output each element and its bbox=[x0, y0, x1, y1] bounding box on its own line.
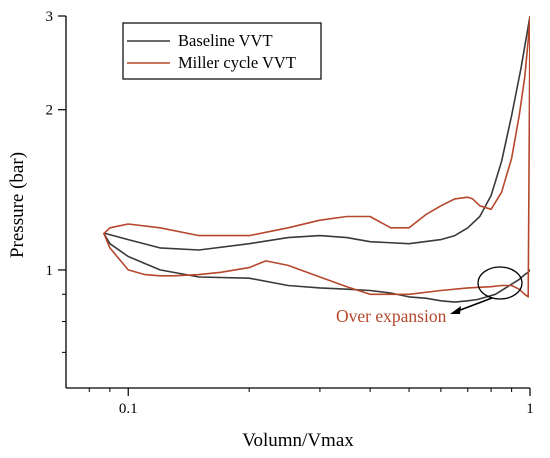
series-line-baseline bbox=[103, 16, 530, 303]
x-axis-title: Volumn/Vmax bbox=[242, 430, 354, 451]
x-ticks: 0.1 1 bbox=[88, 388, 534, 417]
legend-label-miller: Miller cycle VVT bbox=[178, 53, 296, 72]
legend: Baseline VVT Miller cycle VVT bbox=[122, 22, 322, 80]
y-tick-label: 1 bbox=[46, 263, 54, 279]
over-expansion-arrowhead bbox=[450, 306, 461, 314]
y-tick-label: 3 bbox=[46, 9, 54, 25]
legend-label-baseline: Baseline VVT bbox=[178, 31, 273, 50]
x-tick-label: 1 bbox=[526, 401, 534, 417]
y-ticks: 1 2 3 bbox=[46, 9, 66, 353]
legend-box bbox=[122, 22, 322, 80]
y-axis-title: Pressure (bar) bbox=[7, 152, 28, 258]
over-expansion-label: Over expansion bbox=[336, 306, 447, 326]
x-tick-label: 0.1 bbox=[119, 401, 138, 417]
over-expansion-ellipse bbox=[477, 266, 523, 300]
y-tick-label: 2 bbox=[46, 103, 54, 119]
series-layer bbox=[103, 16, 530, 303]
series-line-miller bbox=[103, 16, 530, 298]
over-expansion-arrow bbox=[454, 297, 493, 313]
